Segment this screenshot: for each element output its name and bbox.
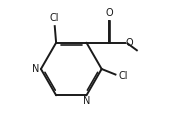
Text: Cl: Cl [119, 71, 128, 81]
Text: N: N [83, 95, 90, 106]
Text: Cl: Cl [50, 13, 59, 23]
Text: O: O [126, 38, 133, 48]
Text: O: O [106, 8, 113, 18]
Text: N: N [32, 64, 39, 74]
